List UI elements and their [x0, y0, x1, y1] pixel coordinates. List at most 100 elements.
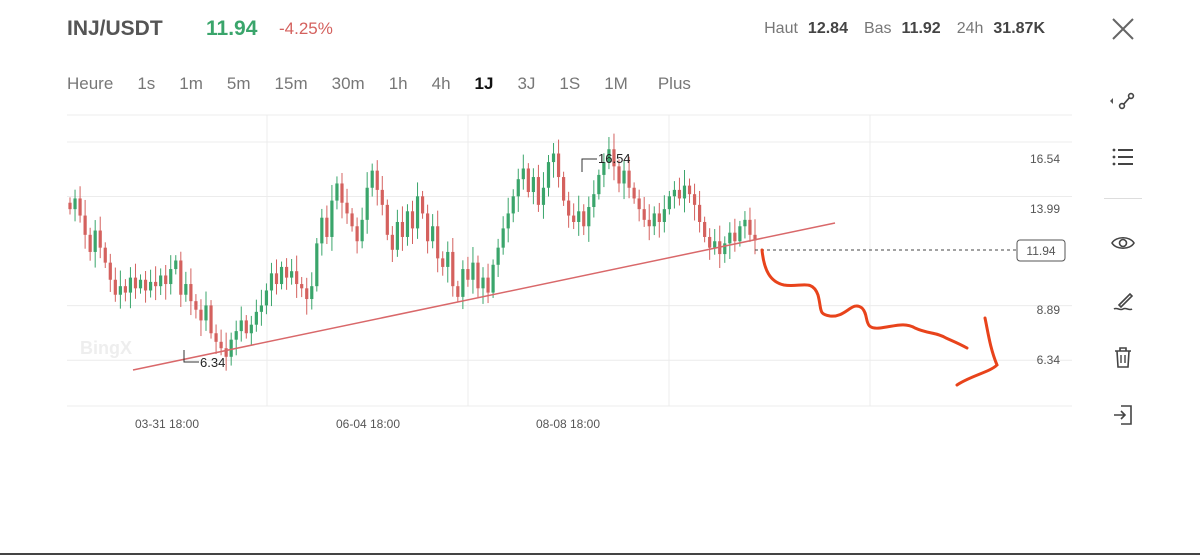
candle [612, 133, 616, 181]
candle [78, 186, 82, 223]
candle-body [375, 170, 379, 190]
candle [133, 263, 138, 299]
low-label: Bas [863, 20, 892, 37]
timeframe-4h[interactable]: 4h [431, 74, 451, 93]
candle-body [446, 251, 450, 267]
candle [627, 156, 631, 199]
candle [169, 255, 173, 295]
timeframe-5m[interactable]: 5m [226, 74, 251, 93]
candle [325, 205, 329, 245]
watermark: BingX [80, 338, 132, 358]
timeframe-1m-month[interactable]: 1M [604, 74, 628, 93]
candle-body [657, 213, 661, 222]
volume-label: 24h [956, 20, 984, 37]
exit-icon[interactable] [1104, 399, 1142, 431]
candle-body [330, 200, 334, 237]
trash-icon[interactable] [1104, 341, 1142, 373]
candle [415, 182, 420, 239]
candle [753, 219, 757, 255]
list-icon[interactable] [1104, 141, 1142, 173]
candle [647, 204, 651, 241]
candle-body [194, 301, 198, 310]
candle [556, 139, 561, 188]
candle-body [692, 194, 697, 205]
close-icon[interactable] [1110, 16, 1136, 42]
candle [380, 175, 384, 216]
candle-body [637, 198, 641, 210]
timeframe-plus[interactable]: Plus [657, 74, 691, 93]
candle-body [531, 177, 535, 193]
candle [667, 190, 671, 215]
candle [420, 190, 425, 219]
candle-body [662, 209, 666, 222]
candle [723, 236, 727, 263]
candle [692, 183, 697, 221]
candle-body [279, 266, 284, 285]
candle [118, 270, 122, 309]
candle-body [562, 177, 566, 201]
candle [572, 203, 576, 230]
candle-body [199, 309, 203, 321]
candle [562, 171, 566, 206]
candle-body [259, 305, 263, 312]
price-chart[interactable]: BingX 11.94 16.54 13.99 8.89 6.34 03-31 … [0, 110, 1080, 440]
candle-body [93, 230, 97, 252]
candle [697, 190, 702, 233]
candle [123, 279, 128, 302]
candle [204, 291, 208, 331]
toolbar-divider [1104, 198, 1142, 199]
timeframe-1s[interactable]: 1s [137, 74, 156, 93]
candle [305, 277, 309, 315]
brush-icon[interactable] [1104, 285, 1142, 317]
candle-body [577, 211, 581, 222]
timeframe-1j[interactable]: 1J [474, 74, 494, 93]
candle-body [541, 187, 546, 205]
candle [159, 268, 163, 295]
candle-body [400, 221, 405, 237]
candle-body [143, 279, 148, 291]
candle-body [582, 211, 586, 227]
candle [284, 258, 289, 290]
timeframe-1h[interactable]: 1h [388, 74, 408, 93]
candle-body [88, 234, 92, 252]
timeframe-1s-week[interactable]: 1S [559, 74, 581, 93]
candle-body [269, 273, 274, 291]
candle-body [622, 170, 626, 184]
eye-icon[interactable] [1104, 227, 1142, 259]
candle [431, 214, 435, 249]
candle [743, 211, 747, 239]
candle-body [491, 264, 495, 293]
candle [375, 160, 379, 206]
candle [340, 172, 344, 219]
pair-title: INJ/USDT [67, 17, 163, 40]
candle [83, 199, 87, 249]
candle [582, 204, 586, 236]
candle-body [728, 232, 732, 244]
candle-body [264, 290, 269, 306]
candle [194, 294, 198, 319]
y-axis-labels: 16.54 13.99 8.89 6.34 [1030, 152, 1060, 367]
draw-line-icon[interactable] [1104, 85, 1142, 117]
candle-body [395, 221, 399, 250]
candle-body [189, 284, 193, 302]
timeframe-1m[interactable]: 1m [179, 74, 203, 93]
timeframe-15m[interactable]: 15m [274, 74, 308, 93]
timeframe-heure[interactable]: Heure [67, 74, 114, 93]
candle [93, 220, 97, 268]
candle-body [154, 281, 158, 287]
candle-body [697, 204, 702, 222]
x-tick: 06-04 18:00 [336, 417, 400, 431]
candle [148, 269, 153, 298]
y-tick: 8.89 [1037, 303, 1061, 317]
timeframe-3j[interactable]: 3J [517, 74, 536, 93]
candle-body [405, 211, 410, 237]
candle-body [516, 179, 520, 197]
candle [713, 229, 717, 255]
hand-drawn-forecast-tail [955, 316, 999, 387]
timeframe-30m[interactable]: 30m [331, 74, 365, 93]
candle [481, 267, 485, 304]
last-price: 11.94 [206, 17, 258, 40]
candle-body [748, 219, 752, 235]
current-price-label: 11.94 [1026, 244, 1055, 258]
candle-body [274, 273, 279, 285]
